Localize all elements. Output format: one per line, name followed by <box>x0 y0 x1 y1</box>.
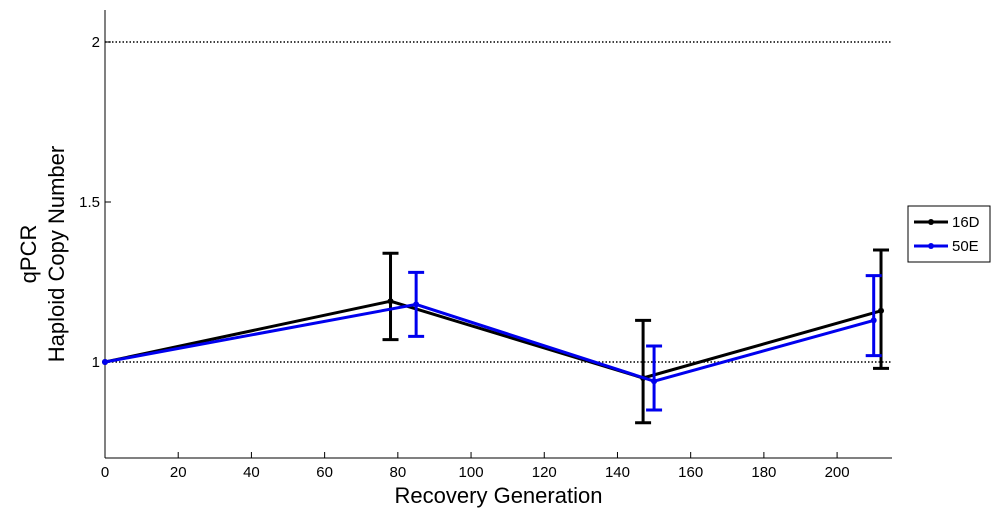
x-tick-label: 140 <box>605 464 630 481</box>
x-tick-label: 200 <box>825 464 850 481</box>
error-bar-16D <box>382 251 399 342</box>
x-tick-label: 20 <box>170 464 187 481</box>
series-layer <box>102 248 890 425</box>
series-16D <box>102 248 890 425</box>
y-axis-label-line-2: Haploid Copy Number <box>44 146 69 362</box>
x-tick-label: 100 <box>459 464 484 481</box>
data-point-50E <box>870 317 877 324</box>
data-point-16D <box>387 298 394 305</box>
x-tick-label: 80 <box>389 464 406 481</box>
series-line-50E <box>104 302 875 383</box>
x-tick-label: 160 <box>678 464 703 481</box>
series-line-16D <box>104 299 882 380</box>
data-point-50E <box>413 301 420 308</box>
error-bar-50E <box>646 344 663 412</box>
y-axis-label-line-1: qPCR <box>16 225 41 284</box>
y-axis-label-group: qPCR Haploid Copy Number <box>16 146 69 362</box>
y-tick-label: 2 <box>92 34 100 51</box>
x-tick-label: 120 <box>532 464 557 481</box>
y-tick-label: 1.5 <box>79 194 100 211</box>
legend-marker <box>928 243 934 249</box>
data-point-50E <box>102 359 108 365</box>
data-point-16D <box>878 307 885 314</box>
legend-item-50E: 50E <box>914 238 979 255</box>
legend-marker <box>928 219 934 225</box>
y-tick-label: 1 <box>92 354 100 371</box>
x-tick-label: 40 <box>243 464 260 481</box>
legend-label: 50E <box>952 238 979 255</box>
axes <box>104 10 892 459</box>
x-tick-label: 60 <box>316 464 333 481</box>
x-tick-label: 180 <box>751 464 776 481</box>
series-50E <box>102 270 882 412</box>
legend-label: 16D <box>952 214 980 231</box>
error-bar-16D <box>635 318 652 425</box>
legend-item-16D: 16D <box>914 214 980 231</box>
x-tick-label: 0 <box>101 464 109 481</box>
error-bar-50E <box>865 274 882 358</box>
data-point-50E <box>651 378 658 385</box>
x-axis-label: Recovery Generation <box>395 483 603 508</box>
legend-box <box>907 205 991 263</box>
ticks: 0 20 40 60 80 100 120 140 160 180 200 1 1.5 2 <box>79 34 849 481</box>
reference-lines <box>105 41 892 363</box>
